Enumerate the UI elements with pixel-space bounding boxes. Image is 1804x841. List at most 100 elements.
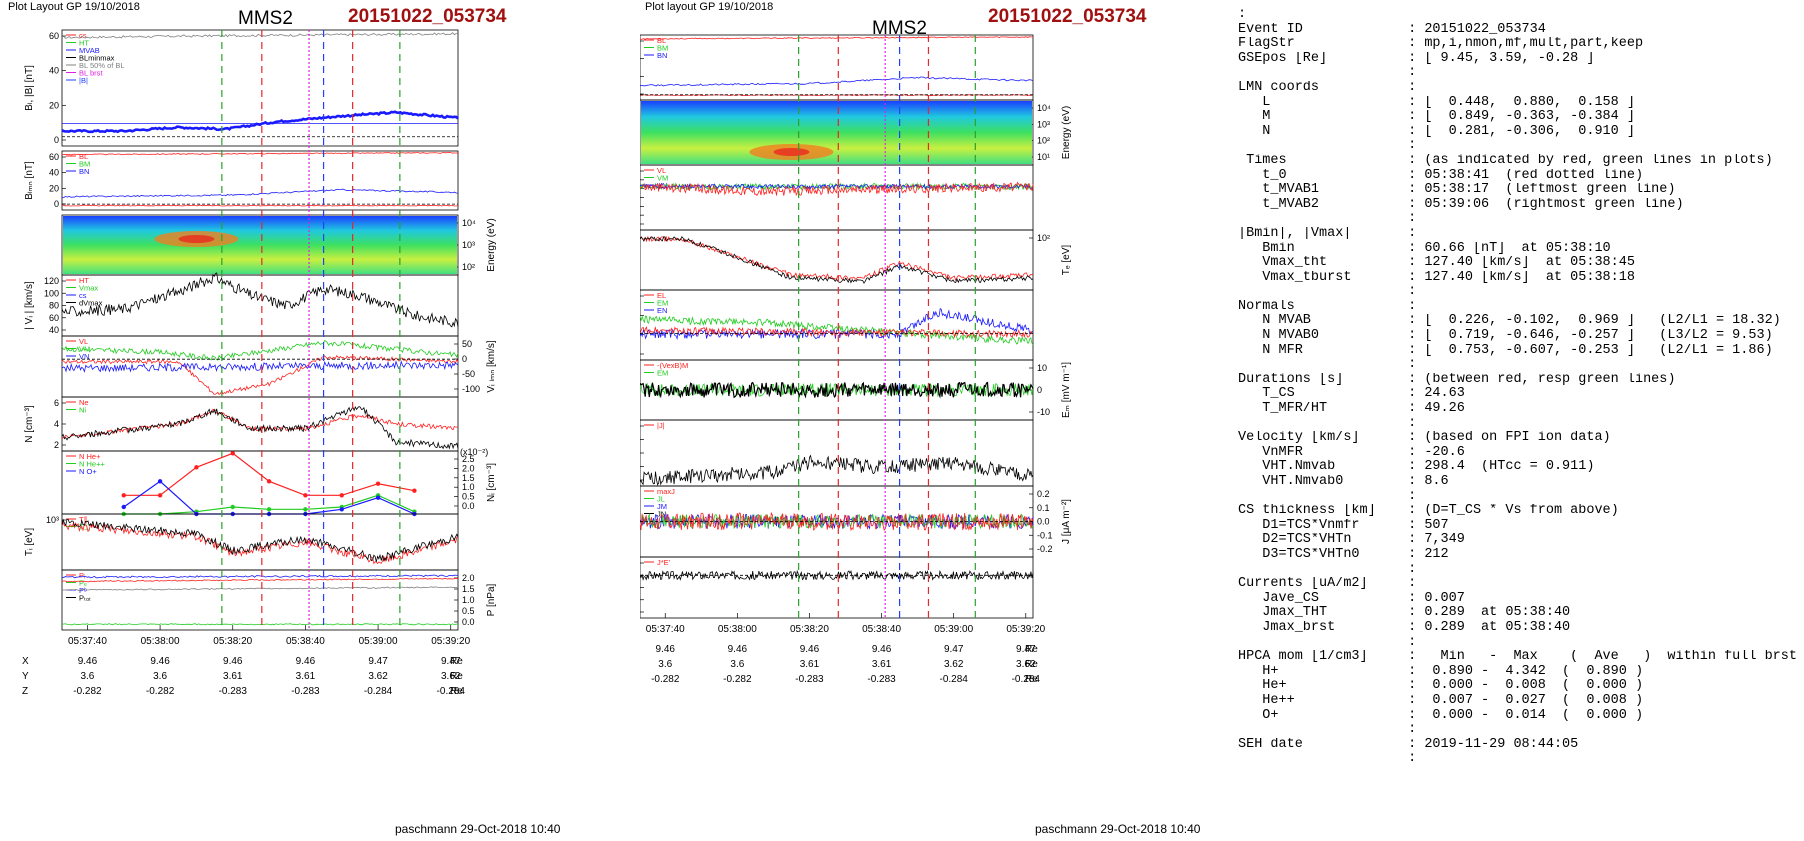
undefined-series-point: [339, 493, 344, 498]
undefined-pos-value: 3.61: [296, 671, 316, 682]
undefined-ylabel-right: Energy (eV): [486, 218, 497, 271]
left-footer: paschmann 29-Oct-2018 10:40: [395, 822, 561, 836]
summary-line: Event ID : 20151022_053734: [1238, 22, 1546, 37]
undefined-pos-unit: Re: [1025, 674, 1038, 685]
undefined-series-point: [339, 507, 344, 512]
summary-line: GSEpos [Re] : [ 9.45, 3.59, -0.28 ]: [1238, 51, 1595, 66]
undefined-ytick-label: 40: [49, 325, 59, 335]
undefined-pos-value: 3.62: [441, 671, 461, 682]
undefined-pos-value: 3.6: [80, 671, 94, 682]
undefined-legend-label: N He++: [79, 460, 105, 469]
undefined-legend-label: VL: [657, 166, 666, 175]
undefined-ytick-label: 4: [54, 419, 59, 429]
undefined-panel-frame: [640, 419, 1034, 487]
undefined-ylabel: | Vᵢ | [km/s]: [24, 281, 35, 330]
summary-line: Velocity [km/s] : (based on FPI ion data…: [1238, 431, 1611, 446]
undefined-ytick-label: 20: [49, 100, 59, 110]
undefined-series-point: [157, 479, 163, 484]
undefined-panel-frame: [640, 229, 1034, 291]
summary-line: He+ : 0.000 - 0.008 ( 0.000 ): [1238, 679, 1644, 694]
summary-line: :: [1238, 358, 1417, 373]
summary-line: N : [ 0.281, -0.306, 0.910 ]: [1238, 124, 1635, 139]
undefined-ylabel-right: Eₘ [mV m⁻¹]: [1061, 362, 1072, 418]
undefined-series-trace: [640, 235, 1034, 282]
summary-line: |Bmin|, |Vmax| :: [1238, 226, 1417, 241]
undefined-pos-value: -0.282: [146, 686, 175, 697]
undefined-pos-unit: Re: [450, 686, 463, 697]
undefined-ylabel: N [cm⁻³]: [24, 405, 35, 443]
undefined-legend-label: BL: [79, 152, 88, 161]
undefined-ytick-right-label: 0.5: [462, 492, 475, 502]
undefined-series-point: [157, 493, 163, 498]
undefined-ylabel-right: Vᵢ ₗₘₙ [km/s]: [486, 340, 497, 393]
summary-line: D1=TCS*Vnmfr : 507: [1238, 518, 1449, 533]
undefined-pos-unit: Re: [1025, 644, 1038, 655]
undefined-legend-label: Pᵇ: [79, 586, 87, 595]
undefined-series-trace: [640, 36, 1034, 40]
undefined-pos-value: 9.46: [800, 644, 820, 655]
mid-plot-block: Plot layout GP 19/10/2018 MMS2 20151022_…: [640, 0, 1280, 841]
undefined-legend-label: BM: [79, 160, 90, 169]
undefined-legend-label: |B|: [79, 76, 88, 85]
undefined-ytick-right-label: 10²: [1037, 136, 1050, 146]
undefined-spec-core: [773, 148, 810, 156]
undefined-panel-frame: [61, 396, 459, 452]
undefined-series-trace: [640, 235, 1034, 284]
undefined-spectrogram: [63, 216, 457, 274]
undefined-legend-label: cs: [79, 291, 87, 300]
undefined-legend-label: EL: [657, 291, 666, 300]
undefined-ytick-label: 10³: [46, 515, 59, 525]
undefined-pos-value: 9.46: [223, 656, 243, 667]
summary-line: D2=TCS*VHTn : 7,349: [1238, 533, 1465, 548]
undefined-ytick-right-label: 50: [462, 339, 472, 349]
undefined-pos-value: 9.46: [728, 644, 748, 655]
undefined-ytick-right-label: 0: [1037, 385, 1042, 395]
undefined-ytick-right-label: 0.2: [1037, 489, 1050, 499]
left-plot-block: Plot Layout GP 19/10/2018 MMS2 20151022_…: [0, 0, 640, 841]
undefined-panel-frame: [640, 34, 1034, 101]
summary-line: He++ : 0.007 - 0.027 ( 0.008 ): [1238, 693, 1644, 708]
summary-line: :: [1238, 752, 1417, 767]
undefined-pos-value: -0.282: [723, 674, 752, 685]
undefined-pos-value: 3.62: [944, 659, 964, 670]
undefined-pos-unit: Re: [450, 656, 463, 667]
summary-line: :: [1238, 489, 1417, 504]
undefined-series-trace: [61, 360, 459, 373]
undefined-legend-label: -(VexB)M: [657, 361, 688, 370]
summary-line: t_MVAB2 : 05:39:06 (rightmost green line…: [1238, 197, 1684, 212]
summary-line: VHT.Nmvab : 298.4 (HTcc = 0.911): [1238, 460, 1595, 475]
undefined-legend-label: VN: [657, 181, 667, 190]
undefined-series-trace: [640, 454, 1034, 486]
undefined-pos-value: -0.283: [867, 674, 896, 685]
undefined-pos-value: -0.284: [1012, 674, 1041, 685]
mid-layout-label: Plot layout GP 19/10/2018: [645, 1, 774, 13]
undefined-series-trace: [61, 339, 459, 361]
undefined-series-point: [121, 504, 126, 510]
summary-line: M : [ 0.849, -0.363, -0.384 ]: [1238, 110, 1635, 125]
undefined-legend-label: BL 50% of BL: [79, 61, 125, 70]
undefined-panel-2: 10⁴ 10³ 10² 10¹ Energy (eV): [640, 99, 1072, 166]
undefined-ytick-label: 120: [44, 276, 59, 286]
undefined-series-trace: [61, 574, 459, 579]
undefined-ytick-right-label: 10²: [1037, 233, 1050, 243]
undefined-ytick-right-label: 0.0: [1037, 517, 1050, 527]
undefined-legend-label: Pₑ: [79, 579, 87, 588]
undefined-legend-label: EN: [657, 306, 667, 315]
undefined-spec-core: [178, 235, 215, 243]
summary-line: Currents [uA/m2] :: [1238, 577, 1417, 592]
undefined-pos-value: -0.284: [437, 686, 466, 697]
undefined-ytick-label: 40: [49, 66, 59, 76]
undefined-legend-label: N He+: [79, 452, 101, 461]
undefined-pos-value: 9.47: [944, 644, 964, 655]
undefined-legend-label: HT: [79, 276, 89, 285]
undefined-ytick-label: 20: [49, 183, 59, 193]
undefined-legend-label: BL: [657, 36, 666, 45]
summary-line: :: [1238, 723, 1417, 738]
undefined-series-point: [303, 493, 308, 498]
undefined-ytick-right-label: -50: [462, 369, 475, 379]
